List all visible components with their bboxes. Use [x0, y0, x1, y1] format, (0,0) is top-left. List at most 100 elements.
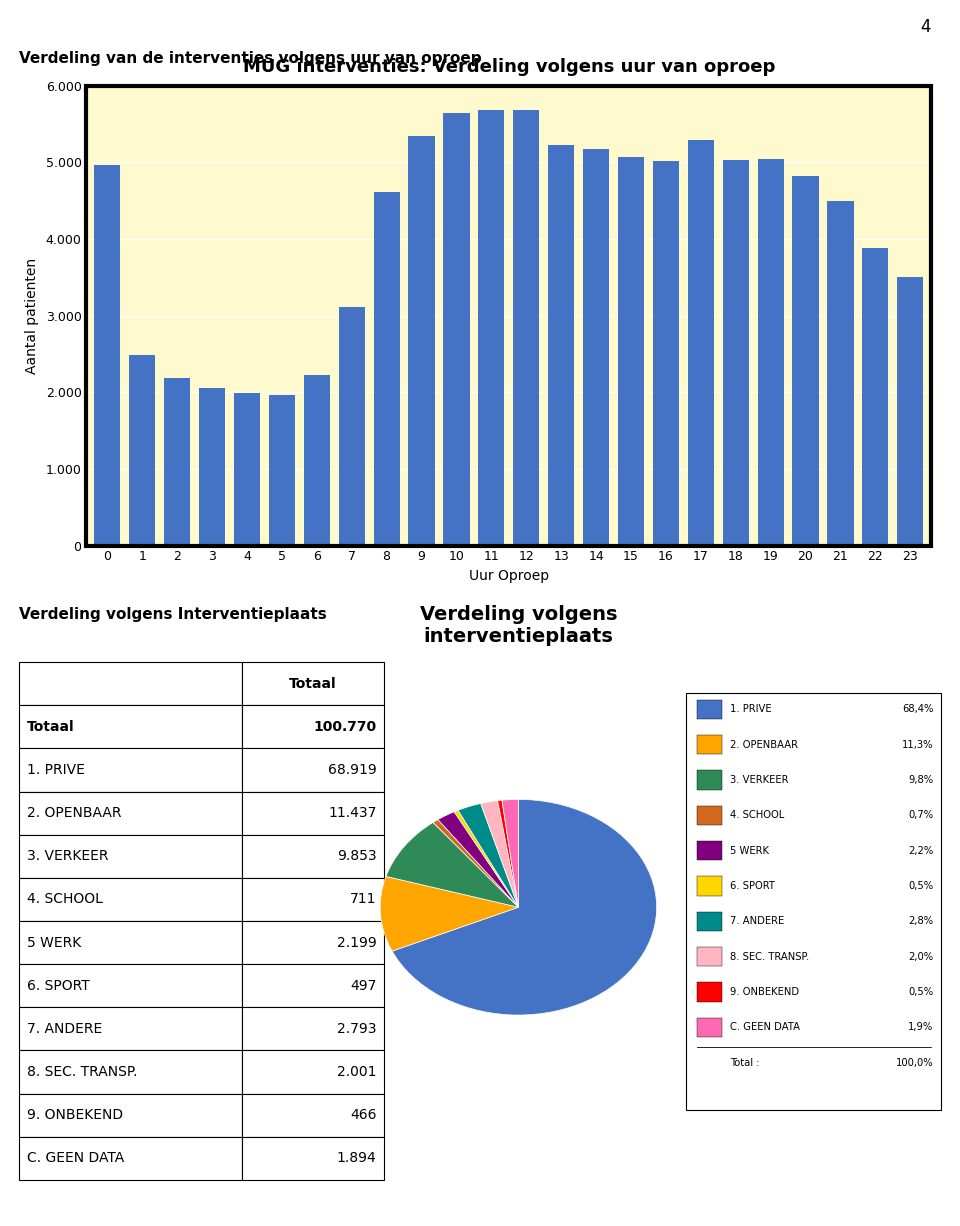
Bar [242, 662, 384, 705]
Bar [19, 748, 242, 792]
Bar [19, 705, 242, 748]
Text: 1. PRIVE: 1. PRIVE [27, 763, 84, 777]
Bar [242, 921, 384, 964]
Bar [697, 841, 722, 861]
Text: Total :: Total : [730, 1058, 759, 1068]
Text: 9. ONBEKEND: 9. ONBEKEND [730, 987, 799, 997]
Text: 3. VERKEER: 3. VERKEER [27, 850, 108, 863]
Bar [19, 878, 242, 921]
Text: 2,0%: 2,0% [908, 951, 933, 961]
Text: Totaal: Totaal [289, 677, 337, 690]
Bar [242, 835, 384, 878]
Text: 8. SEC. TRANSP.: 8. SEC. TRANSP. [27, 1065, 137, 1079]
Bar [373, 192, 399, 546]
Bar [514, 109, 540, 546]
Text: 6. SPORT: 6. SPORT [730, 881, 775, 891]
Text: 2,8%: 2,8% [908, 916, 933, 927]
Bar [242, 705, 384, 748]
Text: 1.894: 1.894 [337, 1151, 376, 1166]
Text: 3. VERKEER: 3. VERKEER [730, 775, 788, 785]
Text: 4. SCHOOL: 4. SCHOOL [27, 893, 103, 906]
Bar [19, 662, 242, 705]
Text: 7. ANDERE: 7. ANDERE [730, 916, 784, 927]
Bar [444, 113, 469, 546]
Bar [653, 161, 679, 546]
Text: 68,4%: 68,4% [901, 705, 933, 715]
Bar [242, 878, 384, 921]
Bar [687, 140, 714, 546]
Text: 0,5%: 0,5% [908, 987, 933, 997]
Text: C. GEEN DATA: C. GEEN DATA [27, 1151, 124, 1166]
Bar [697, 912, 722, 931]
Text: 1,9%: 1,9% [908, 1022, 933, 1032]
Title: MUG interventies: Verdeling volgens uur van oproep: MUG interventies: Verdeling volgens uur … [243, 58, 775, 76]
Bar [898, 277, 924, 546]
Y-axis label: Aantal patienten: Aantal patienten [25, 257, 38, 374]
Bar [19, 921, 242, 964]
Bar [757, 158, 783, 546]
Text: 5 WERK: 5 WERK [730, 846, 769, 856]
Bar [242, 1137, 384, 1179]
Wedge shape [392, 799, 657, 1015]
Text: Verdeling volgens Interventieplaats: Verdeling volgens Interventieplaats [19, 607, 327, 622]
Bar [242, 1051, 384, 1094]
Bar [164, 378, 190, 546]
Text: 11.437: 11.437 [328, 805, 376, 820]
Wedge shape [380, 877, 518, 951]
Text: 8. SEC. TRANSP.: 8. SEC. TRANSP. [730, 951, 809, 961]
Text: 2. OPENBAAR: 2. OPENBAAR [27, 805, 121, 820]
Bar [478, 109, 504, 546]
Bar [94, 164, 120, 546]
Wedge shape [386, 823, 518, 907]
Bar [234, 394, 260, 546]
Text: C. GEEN DATA: C. GEEN DATA [730, 1022, 800, 1032]
Bar [130, 354, 156, 546]
Bar [697, 982, 722, 1002]
Text: 4: 4 [921, 18, 931, 37]
Bar [339, 308, 365, 546]
Bar [697, 770, 722, 790]
Bar [19, 1051, 242, 1094]
Bar [269, 395, 295, 546]
Bar [408, 136, 435, 546]
Bar [19, 1094, 242, 1137]
Text: 2.793: 2.793 [337, 1021, 376, 1036]
Bar [697, 700, 722, 720]
Wedge shape [502, 799, 518, 907]
Bar [242, 1008, 384, 1051]
Text: 6. SPORT: 6. SPORT [27, 978, 89, 993]
Bar [19, 1137, 242, 1179]
Bar [19, 1008, 242, 1051]
Text: 1. PRIVE: 1. PRIVE [730, 705, 771, 715]
Text: 0,7%: 0,7% [908, 810, 933, 820]
Bar [303, 375, 330, 546]
Text: 2.001: 2.001 [337, 1065, 376, 1079]
Bar [242, 748, 384, 792]
Bar [242, 792, 384, 835]
Text: 9.853: 9.853 [337, 850, 376, 863]
Text: 100.770: 100.770 [313, 720, 376, 734]
Wedge shape [438, 812, 518, 907]
Text: 2.199: 2.199 [337, 935, 376, 950]
Bar [697, 734, 722, 754]
Bar [792, 177, 819, 546]
Bar [828, 201, 853, 546]
Text: 4. SCHOOL: 4. SCHOOL [730, 810, 784, 820]
Bar [548, 145, 574, 546]
Bar [19, 964, 242, 1008]
Bar [618, 157, 644, 546]
Bar [697, 877, 722, 896]
Wedge shape [497, 801, 518, 907]
Text: 5 WERK: 5 WERK [27, 935, 82, 950]
Text: 9. ONBEKEND: 9. ONBEKEND [27, 1108, 123, 1122]
Wedge shape [454, 810, 518, 907]
Bar [242, 1094, 384, 1137]
Bar [697, 946, 722, 966]
Text: 0,5%: 0,5% [908, 881, 933, 891]
Bar [723, 161, 749, 546]
Wedge shape [433, 819, 518, 907]
Bar [199, 387, 226, 546]
Bar [862, 248, 888, 546]
Text: 9,8%: 9,8% [908, 775, 933, 785]
Title: Verdeling volgens
interventieplaats: Verdeling volgens interventieplaats [420, 606, 617, 646]
